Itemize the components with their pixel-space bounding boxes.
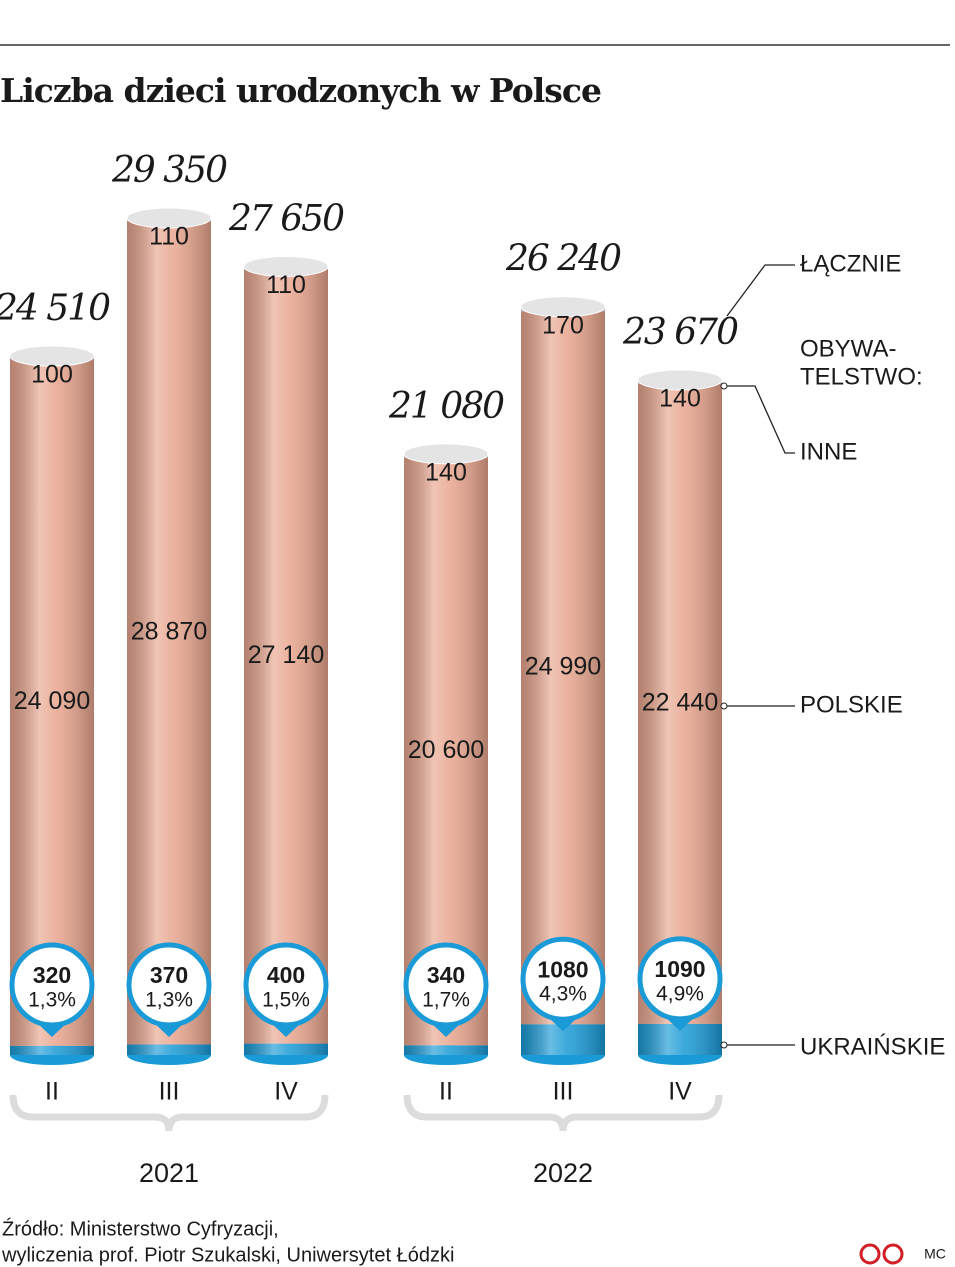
source: wyliczenia prof. Piotr Szukalski, Uniwer… <box>1 1244 454 1266</box>
leader-line <box>727 385 795 454</box>
source: Źródło: Ministerstwo Cyfryzacji, <box>2 1217 279 1240</box>
cylinder-top <box>520 296 606 318</box>
cylinder-shade <box>10 356 94 1055</box>
total-label: 24 510 <box>0 288 110 329</box>
x-tick-label: III <box>159 1078 180 1106</box>
cylinder-top <box>126 207 212 229</box>
share-label: 4,9% <box>656 982 704 1005</box>
ukrainian-label: 370 <box>150 962 188 988</box>
segment-label: 170 <box>542 311 584 339</box>
segment-label: 110 <box>149 223 189 251</box>
segment-label: 22 440 <box>642 689 718 717</box>
ukrainian-label: 1080 <box>537 956 588 982</box>
segment-label: 24 090 <box>14 687 90 715</box>
ukrainian-label: 400 <box>267 962 305 988</box>
segment-label: 28 870 <box>131 617 207 645</box>
leader-dot <box>720 1041 728 1049</box>
x-tick-label: IV <box>668 1078 692 1106</box>
bubble <box>243 942 329 1028</box>
segment-label: 100 <box>31 361 73 389</box>
cylinder-shade <box>244 266 328 1055</box>
leader-dot <box>720 702 728 710</box>
bubble <box>637 936 723 1022</box>
group-label: 2021 <box>139 1158 199 1188</box>
leader-dot <box>720 382 728 390</box>
ukrainian-label: 320 <box>33 962 71 988</box>
cylinder-top <box>637 369 723 391</box>
legend-total: ŁĄCZNIE <box>800 250 901 277</box>
cylinder-top <box>243 255 329 277</box>
legend-entry: POLSKIE <box>800 691 903 718</box>
x-tick-label: IV <box>274 1078 298 1106</box>
group-brace <box>403 1094 723 1132</box>
group-brace <box>9 1094 329 1132</box>
bubble <box>403 942 489 1028</box>
segment-label: 27 140 <box>248 641 324 669</box>
share-label: 4,3% <box>539 983 587 1006</box>
x-tick-label: II <box>45 1078 59 1106</box>
share-label: 1,5% <box>262 989 310 1012</box>
cylinder-top <box>9 345 95 367</box>
total-label: 21 080 <box>388 386 504 427</box>
x-tick-label: III <box>553 1078 574 1106</box>
logo <box>859 1243 881 1265</box>
bubble <box>126 942 212 1028</box>
bubble <box>520 936 606 1022</box>
cylinder-top <box>403 443 489 465</box>
cylinder-shade <box>521 306 605 1055</box>
share-label: 1,3% <box>28 989 76 1012</box>
credit: MC <box>924 1246 946 1262</box>
cylinder-shade <box>127 218 211 1055</box>
legend-title: TELSTWO: <box>800 363 923 390</box>
legend-title: OBYWA- <box>800 335 896 362</box>
x-tick-label: II <box>439 1078 453 1106</box>
segment-label: 140 <box>425 458 467 486</box>
segment-label: 24 990 <box>525 652 601 680</box>
ukrainian-label: 340 <box>427 962 465 988</box>
segment-label: 110 <box>266 271 306 299</box>
total-label: 27 650 <box>228 198 344 239</box>
segment-label: 140 <box>659 385 701 413</box>
share-label: 1,3% <box>145 989 193 1012</box>
legend-entry: INNE <box>800 438 857 465</box>
total-label: 23 670 <box>622 312 738 353</box>
segment-label: 20 600 <box>408 736 484 764</box>
logo <box>882 1243 904 1265</box>
ukrainian-label: 1090 <box>654 956 705 982</box>
total-label: 26 240 <box>505 239 621 280</box>
group-label: 2022 <box>533 1158 593 1188</box>
share-label: 1,7% <box>422 989 470 1012</box>
total-label: 29 350 <box>111 150 227 191</box>
leader-line <box>726 264 795 317</box>
bubble <box>9 942 95 1028</box>
legend-entry: UKRAIŃSKIE <box>800 1033 945 1060</box>
chart-title: Liczba dzieci urodzonych w Polsce <box>0 71 601 110</box>
